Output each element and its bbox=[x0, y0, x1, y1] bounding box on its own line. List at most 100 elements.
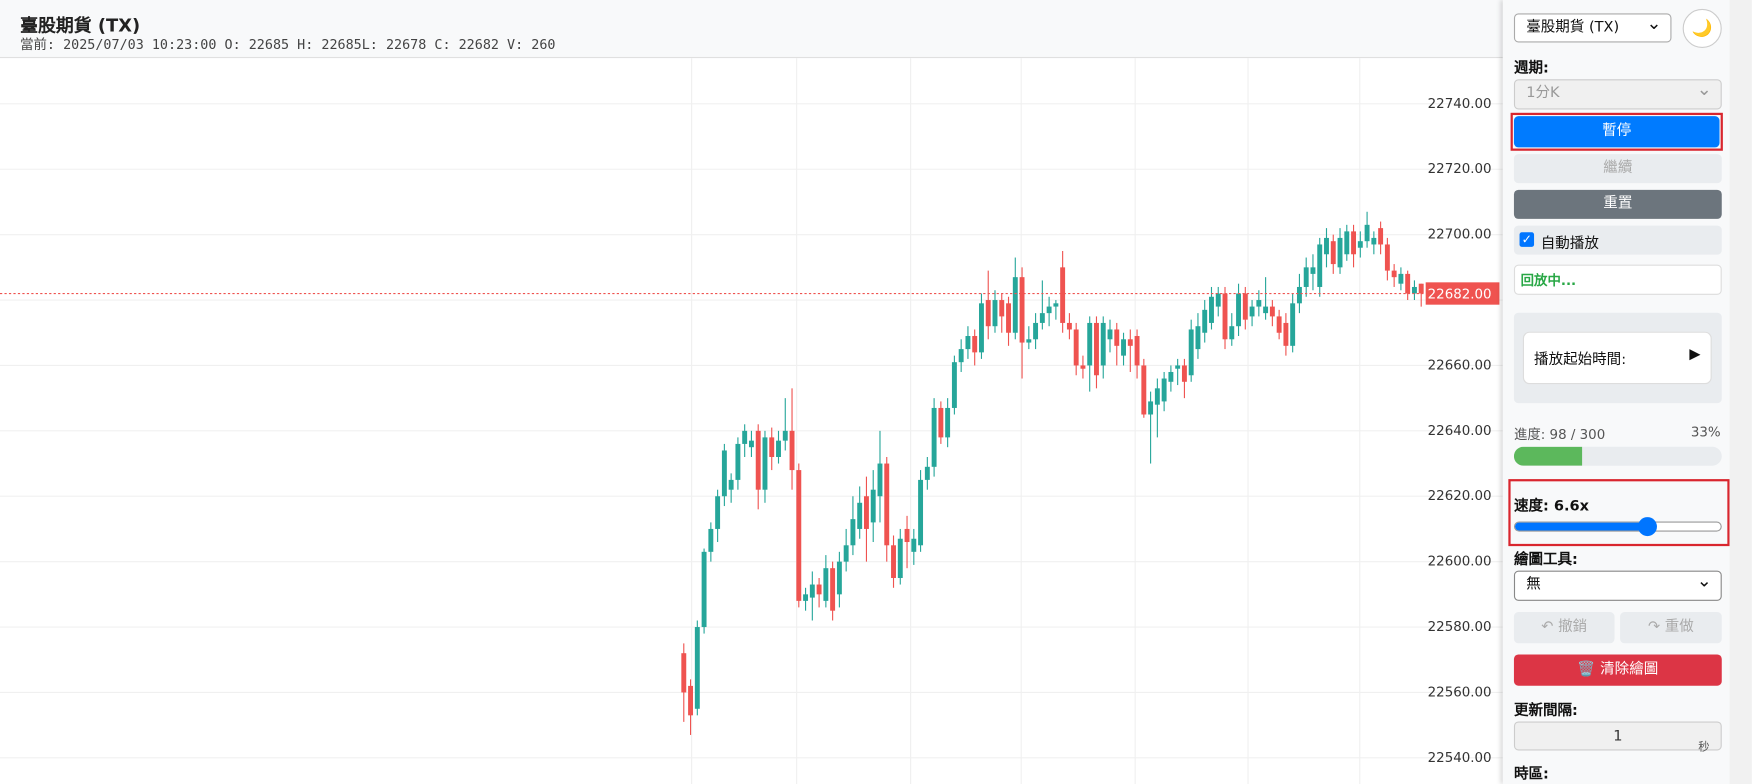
candle-body bbox=[715, 496, 721, 529]
candle-body bbox=[1006, 303, 1011, 333]
y-tick-label: 22740.00 bbox=[1428, 97, 1492, 112]
candle-body bbox=[972, 336, 978, 353]
candle-body bbox=[762, 437, 768, 490]
candle-body bbox=[748, 440, 754, 448]
y-tick-label: 22540.00 bbox=[1428, 751, 1492, 766]
redo-button: ↷ 重做 bbox=[1620, 612, 1722, 644]
candle-body bbox=[708, 528, 714, 552]
y-tick-label: 22600.00 bbox=[1428, 555, 1492, 570]
candle-body bbox=[1296, 286, 1302, 304]
speed-label: 速度: 6.6x bbox=[1513, 498, 1589, 515]
scrollbar bbox=[1729, 0, 1752, 784]
candle-body bbox=[1317, 244, 1323, 287]
ohlc-info: 當前: 2025/07/03 10:23:00 O: 22685 H: 2268… bbox=[20, 36, 556, 53]
candle-body bbox=[1161, 378, 1167, 402]
candle-body bbox=[1114, 329, 1120, 346]
candle-body bbox=[1209, 296, 1214, 323]
draw-tools-label: 繪圖工具: bbox=[1513, 551, 1578, 569]
candle-body bbox=[850, 519, 856, 546]
speed-fill bbox=[1515, 522, 1650, 531]
candle-body bbox=[1337, 237, 1343, 268]
candle-body bbox=[1181, 365, 1187, 382]
candle-body bbox=[945, 407, 951, 438]
candle-body bbox=[728, 479, 734, 490]
candle-body bbox=[924, 466, 930, 480]
start-time-label: 播放起始時間: bbox=[1534, 351, 1627, 369]
candle-body bbox=[796, 470, 802, 601]
candle-body bbox=[769, 437, 775, 458]
candle-body bbox=[789, 430, 795, 471]
candle-body bbox=[1080, 365, 1086, 369]
candle-body bbox=[742, 430, 748, 444]
candle-body bbox=[911, 538, 917, 552]
candle-body bbox=[1411, 286, 1417, 294]
candle-body bbox=[870, 489, 876, 523]
start-box[interactable]: 播放起始時間: ▶ bbox=[1522, 331, 1712, 385]
candle-body bbox=[884, 463, 890, 546]
interval-unit: 秒 bbox=[1698, 741, 1710, 754]
candle-body bbox=[985, 300, 991, 327]
last-price-label: 22682.00 bbox=[1428, 288, 1492, 303]
candle-body bbox=[1344, 231, 1350, 255]
candle-body bbox=[701, 551, 707, 628]
reset-button[interactable]: 重置 bbox=[1513, 189, 1722, 219]
speed-thumb[interactable] bbox=[1637, 517, 1657, 537]
highlight bbox=[1508, 479, 1730, 547]
candle-body bbox=[1364, 224, 1370, 242]
candle-body bbox=[782, 430, 788, 441]
candle-body bbox=[938, 407, 944, 438]
candle-body bbox=[958, 349, 964, 363]
start-icon: ▶ bbox=[1689, 346, 1701, 363]
candle-body bbox=[897, 538, 903, 578]
sidebar: 臺股期貨 (TX) 🌙 週期: 1分K 暫停 繼續 重置 ✓ 自動播放 回放中.… bbox=[1502, 0, 1730, 784]
candle-body bbox=[1094, 322, 1099, 376]
candle-body bbox=[931, 407, 937, 467]
symbol-select[interactable]: 臺股期貨 (TX) bbox=[1513, 10, 1672, 43]
candle-body bbox=[1141, 365, 1147, 415]
candle-body bbox=[843, 545, 849, 562]
candle-body bbox=[1060, 267, 1066, 323]
candle-body bbox=[721, 450, 727, 497]
y-tick-label: 22640.00 bbox=[1428, 424, 1492, 439]
candle-body bbox=[1168, 371, 1174, 382]
chart: 22540.00 22560.00 22580.00 22600.00 22620.00… bbox=[0, 58, 1503, 784]
candle-body bbox=[1303, 267, 1309, 287]
interval-input[interactable]: 1 bbox=[1513, 721, 1722, 751]
period-label: 週期: bbox=[1513, 60, 1549, 78]
candle-body bbox=[803, 594, 809, 601]
candle-body bbox=[918, 479, 924, 546]
y-tick-label: 22700.00 bbox=[1428, 228, 1492, 243]
candle-body bbox=[1324, 237, 1329, 255]
candle-body bbox=[1202, 309, 1208, 333]
candle-body bbox=[816, 584, 822, 595]
candle-body bbox=[809, 584, 815, 598]
candle-body bbox=[1026, 339, 1032, 343]
pause-button[interactable]: 暫停 bbox=[1513, 116, 1720, 148]
progress-label: 進度: 98 / 300 bbox=[1513, 426, 1606, 443]
candle-body bbox=[1134, 336, 1140, 366]
candle-body bbox=[1012, 277, 1018, 333]
candle-body bbox=[1357, 241, 1363, 248]
candle-body bbox=[836, 561, 842, 595]
candle-body bbox=[1087, 322, 1093, 366]
candle-body bbox=[1391, 270, 1397, 278]
checkbox[interactable]: ✓ bbox=[1519, 232, 1535, 247]
candle-body bbox=[1033, 322, 1039, 340]
candle-body bbox=[1263, 306, 1269, 314]
candle-body bbox=[1107, 329, 1113, 340]
candle-body bbox=[1229, 326, 1235, 340]
candle-body bbox=[1066, 322, 1072, 330]
progress-track bbox=[1513, 446, 1722, 466]
clear-button[interactable]: 🗑️ 清除繪圖 bbox=[1513, 654, 1722, 686]
candle-body bbox=[951, 362, 957, 408]
draw-tool-select[interactable]: 無 bbox=[1513, 567, 1722, 601]
candle-body bbox=[1378, 228, 1384, 245]
candle-body bbox=[863, 496, 869, 529]
theme-toggle[interactable]: 🌙 bbox=[1682, 8, 1722, 49]
candle-body bbox=[1195, 326, 1201, 350]
candle-body bbox=[694, 627, 700, 709]
interval-label: 更新間隔: bbox=[1513, 702, 1578, 720]
candle-body bbox=[1053, 303, 1059, 307]
candle-body bbox=[1222, 293, 1228, 340]
candle-body bbox=[1351, 231, 1357, 255]
